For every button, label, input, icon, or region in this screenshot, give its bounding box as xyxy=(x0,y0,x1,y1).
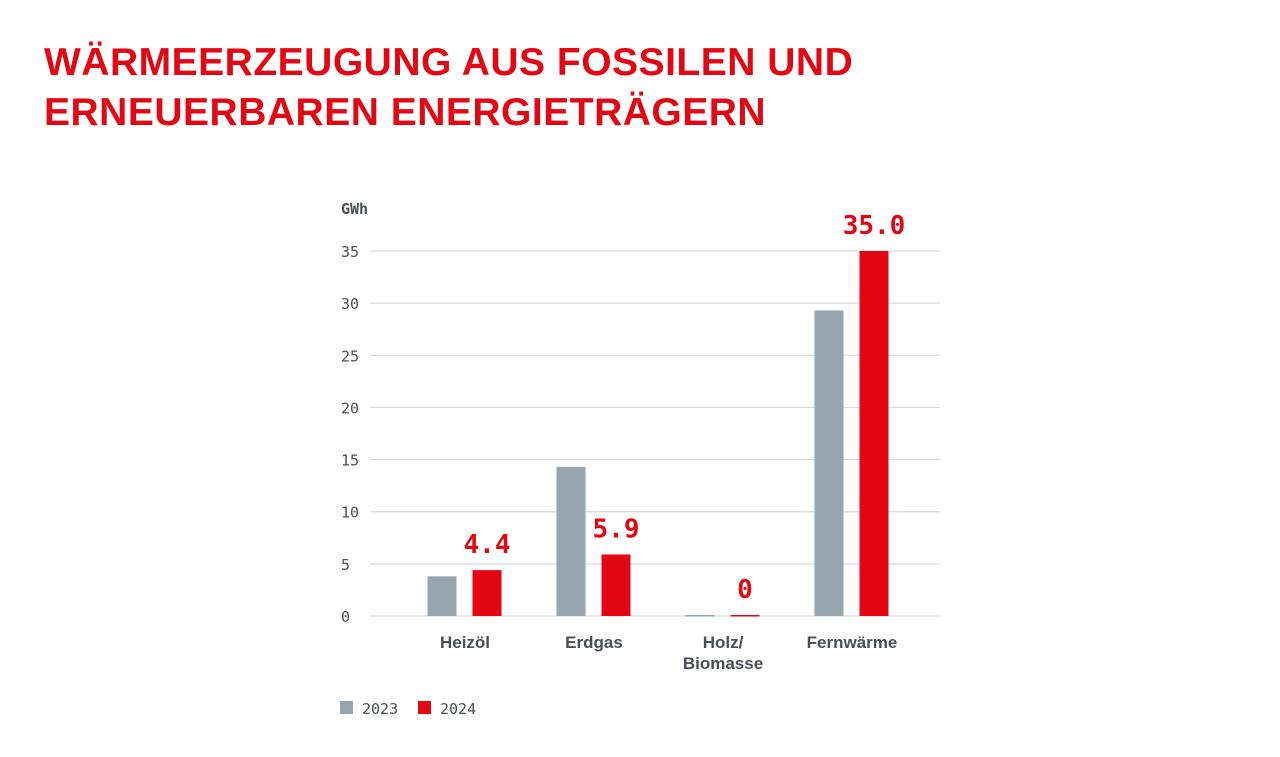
x-tick-label: Erdgas xyxy=(565,633,623,652)
data-label: 5.9 xyxy=(593,514,640,544)
y-tick-label: 35 xyxy=(341,243,359,261)
y-tick-label: 30 xyxy=(341,295,359,313)
y-tick-label: 0 xyxy=(341,608,350,626)
x-tick-label: Holz/ xyxy=(703,633,744,652)
x-tick-label: Fernwärme xyxy=(807,633,898,652)
title-line-2: ERNEUERBAREN ENERGIETRÄGERN xyxy=(44,91,767,134)
data-label: 4.4 xyxy=(464,530,511,560)
data-label: 0 xyxy=(737,575,753,605)
page-title: WÄRMEERZEUGUNG AUS FOSSILEN UND ERNEUERB… xyxy=(44,38,853,138)
bar-2024-3 xyxy=(859,251,889,616)
y-tick-label: 25 xyxy=(341,347,359,365)
bar-2023-1 xyxy=(556,466,586,616)
bar-2023-3 xyxy=(814,310,844,616)
bar-2024-0 xyxy=(472,570,502,616)
legend-swatch-2024 xyxy=(418,701,431,714)
y-tick-label: 10 xyxy=(341,504,359,522)
data-label: 35.0 xyxy=(843,211,906,241)
legend-swatch-2023 xyxy=(340,701,353,714)
x-tick-label: Biomasse xyxy=(683,654,763,673)
y-axis-label: GWh xyxy=(341,200,368,218)
bar-2023-0 xyxy=(427,576,457,616)
y-tick-label: 15 xyxy=(341,452,359,470)
bar-2023-2 xyxy=(685,614,715,617)
y-tick-label: 20 xyxy=(341,399,359,417)
x-tick-label: Heizöl xyxy=(440,633,490,652)
bar-2024-2 xyxy=(730,614,760,617)
bar-2024-1 xyxy=(601,554,631,616)
legend-label: 2023 xyxy=(362,700,398,718)
y-tick-label: 5 xyxy=(341,556,350,574)
title-line-1: WÄRMEERZEUGUNG AUS FOSSILEN UND xyxy=(44,41,854,84)
legend-label: 2024 xyxy=(440,700,476,718)
